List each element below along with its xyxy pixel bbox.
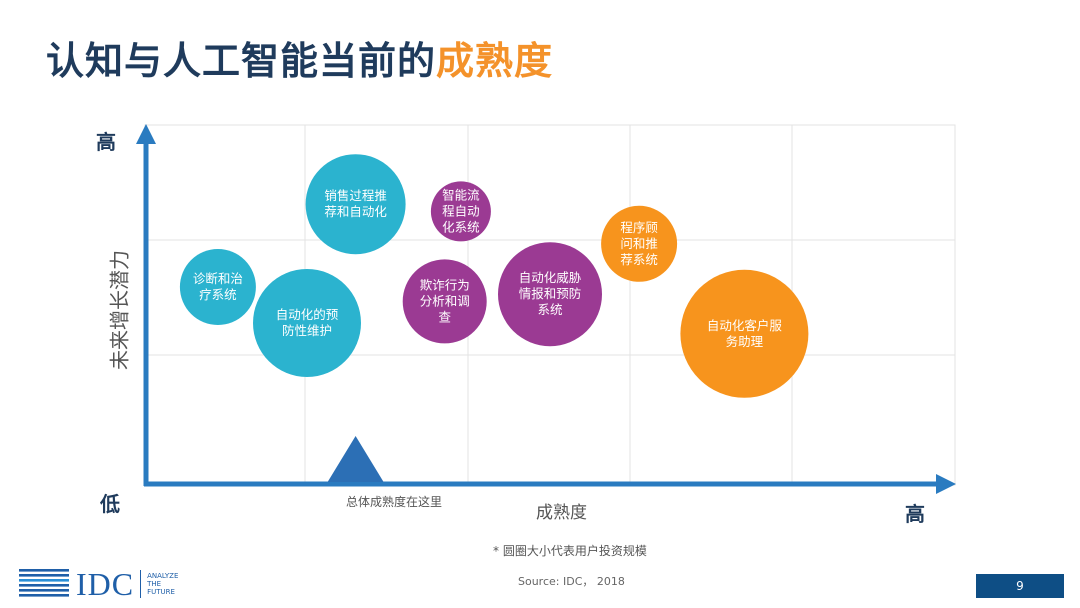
bubble-circle (430, 181, 491, 242)
bubble-label: 欺诈行为 (420, 277, 470, 292)
bubble-label: 防性维护 (282, 323, 332, 338)
bubble-label: 自动化的预 (276, 307, 339, 322)
idc-logo: IDC ANALYZE THE FUTURE (18, 566, 178, 602)
bubble-label: 化系统 (442, 219, 480, 234)
bubble-circle (305, 154, 406, 255)
y-axis-title: 未来增长潜力 (107, 250, 132, 370)
bubble-label: 情报和预防 (519, 286, 582, 301)
bubble-label: 荐系统 (620, 252, 658, 267)
y-axis-low-label: 低 (100, 492, 120, 516)
maturity-marker (327, 436, 384, 482)
page-title-highlight: 成熟度 (436, 39, 554, 83)
bubble-label: 自动化威胁 (519, 270, 582, 285)
page-title: 认知与人工智能当前的成熟度 (46, 30, 553, 85)
x-axis-title: 成熟度 (536, 503, 587, 523)
bubble-label: 智能流 (442, 187, 480, 202)
bubble-label: 销售过程推 (324, 188, 387, 203)
bubble-label: 程序顾 (620, 220, 658, 235)
bubble-label: 荐和自动化 (324, 204, 387, 219)
y-axis-arrow (136, 124, 156, 144)
bubble-label: 自动化客户服 (707, 318, 783, 333)
x-axis-arrow (936, 474, 956, 494)
bubble-label: 系统 (537, 302, 562, 317)
chart-axes (136, 124, 956, 494)
bubble-label: 查 (438, 309, 451, 324)
bubble-circle (253, 269, 361, 377)
bubble-label: 诊断和治 (193, 271, 243, 286)
y-axis-high-label: 高 (96, 130, 116, 154)
source-note: Source: IDC， 2018 (518, 575, 625, 588)
bubble-circle (498, 242, 602, 347)
maturity-marker-label: 总体成熟度在这里 (346, 495, 443, 509)
maturity-marker-triangle (327, 436, 384, 482)
bubble-circle (179, 249, 256, 325)
bubble-label: 分析和调 (420, 293, 470, 308)
bubble-size-footnote: * 圆圈大小代表用户投资规模 (493, 544, 647, 558)
bubble-label: 程自动 (442, 203, 480, 218)
bubble-label: 问和推 (620, 236, 658, 251)
page-title-main: 认知与人工智能当前的 (46, 39, 437, 83)
globe-icon (19, 568, 69, 600)
logo-tagline: ANALYZE THE FUTURE (147, 572, 179, 596)
bubble-label: 疗系统 (199, 287, 237, 302)
page-number: 9 (976, 574, 1064, 598)
x-axis-high-label: 高 (905, 502, 925, 526)
bubble-circle (601, 205, 678, 282)
logo-divider (140, 570, 142, 598)
logo-wordmark: IDC (76, 565, 135, 602)
bubble-series: 诊断和治疗系统销售过程推荐和自动化自动化的预防性维护智能流程自动化系统欺诈行为分… (179, 154, 809, 398)
bubble-circle (402, 259, 487, 344)
bubble-circle (680, 269, 809, 398)
bubble-label: 务助理 (726, 334, 764, 349)
